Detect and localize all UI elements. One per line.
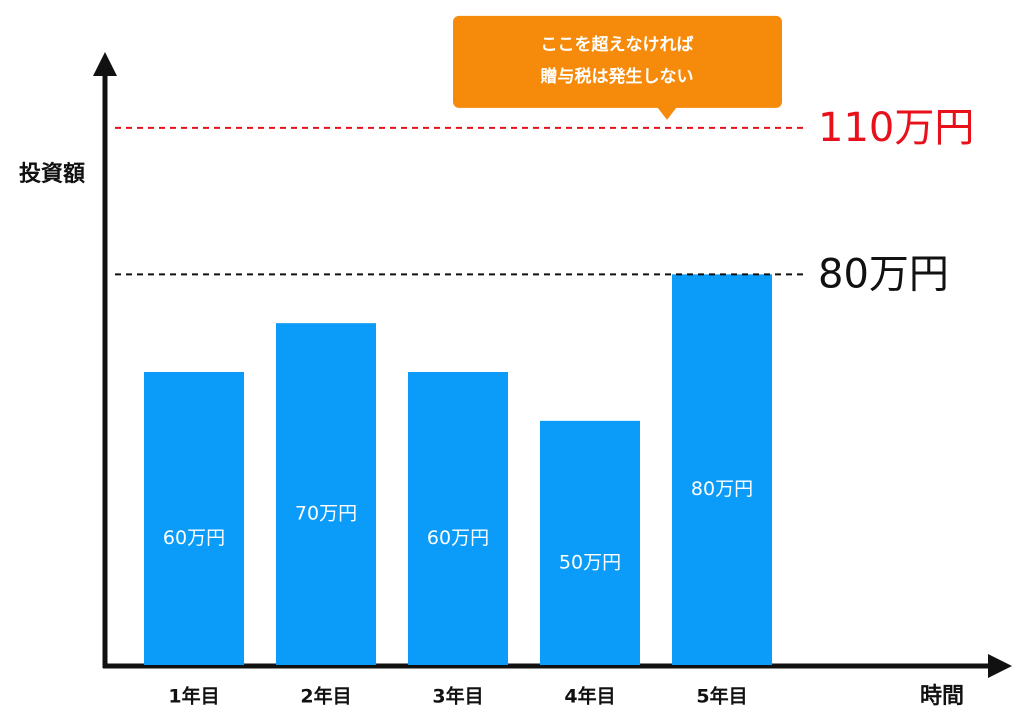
value-label: 50万円: [559, 551, 621, 573]
x-axis-arrow: [988, 654, 1012, 678]
y-axis-label: 投資額: [19, 161, 85, 187]
value-label: 60万円: [427, 527, 489, 549]
bar: [144, 372, 244, 665]
bar: [408, 372, 508, 665]
callout-text: 贈与税は発生しない: [541, 66, 694, 87]
bar: [540, 420, 640, 665]
x-tick-label: 5年目: [696, 685, 747, 708]
callout-text: ここを超えなければ: [541, 34, 694, 55]
value-label: 60万円: [163, 527, 225, 549]
reference-label: 80万円: [818, 251, 949, 297]
x-tick-label: 2年目: [300, 685, 351, 708]
value-label: 80万円: [691, 478, 753, 500]
bar: [276, 323, 376, 665]
x-tick-label: 1年目: [168, 685, 219, 708]
callout-box: [453, 15, 782, 108]
bar: [672, 274, 772, 665]
value-label: 70万円: [295, 503, 357, 525]
x-tick-label: 3年目: [432, 685, 483, 708]
x-axis-label: 時間: [920, 684, 964, 709]
callout-pointer: [657, 106, 677, 120]
x-tick-label: 4年目: [564, 685, 615, 708]
y-axis-arrow: [93, 52, 117, 76]
reference-label: 110万円: [818, 105, 974, 151]
